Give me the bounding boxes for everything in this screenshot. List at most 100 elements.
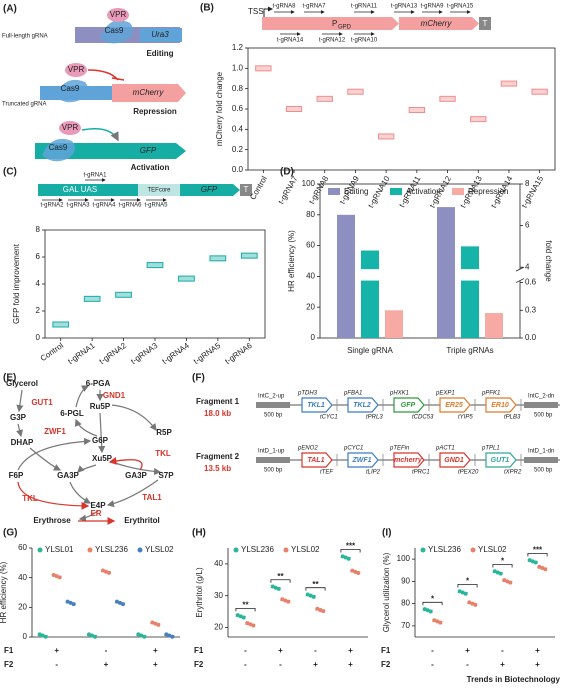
arrow [98, 412, 106, 454]
dot-group [87, 632, 97, 639]
plot-frame [44, 229, 266, 339]
y2-tick-label: 0.0 [525, 333, 537, 342]
guide-label: t-gRNA11 [351, 4, 378, 10]
metabolite: 6-PGA [86, 379, 111, 388]
y-tick-label: 30 [214, 591, 223, 600]
sig-label: *** [533, 545, 543, 554]
break-mark [515, 266, 525, 283]
cas9 [55, 79, 89, 103]
arrow [16, 389, 24, 413]
y-tick-label: 100 [397, 554, 411, 563]
legend-swatch [452, 188, 464, 195]
y-tick-label: 60 [18, 543, 27, 552]
fragment-size: 13.5 kb [204, 464, 231, 473]
condition-value: - [501, 646, 504, 655]
legend-label: YLSL236 [428, 545, 461, 554]
box [146, 262, 164, 269]
promoter-label: pCYC1 [343, 446, 363, 452]
gene-label: GFP [140, 146, 157, 155]
terminator-label: tYIP5 [458, 415, 473, 421]
box [470, 116, 487, 123]
enzyme: TKL [155, 449, 171, 458]
gene-label: ER10 [491, 402, 509, 409]
box [240, 252, 258, 259]
condition-value: + [54, 646, 59, 655]
gene-arrow [399, 17, 479, 30]
sig-bracket [235, 607, 256, 612]
condition-value: + [465, 646, 470, 655]
condition-value: - [105, 646, 108, 655]
metabolite: Xu5P [92, 454, 113, 463]
guide-label: t-gRNA5 [144, 203, 168, 209]
uas [38, 184, 138, 196]
y-tick-label: 0 [23, 632, 28, 641]
metabolite: E4P [90, 501, 106, 510]
legend-swatch [328, 188, 340, 195]
core [138, 184, 180, 196]
x-tick-label: t-gRNA15 [520, 174, 546, 209]
legend-label: YLSL236 [95, 545, 128, 554]
legend-dot [420, 547, 426, 553]
sig-bracket [457, 584, 478, 588]
fragment-name: Fragment 2 [196, 452, 240, 461]
box [115, 291, 132, 298]
terminator [479, 17, 491, 30]
metabolite: F6P [9, 471, 24, 480]
mode-label: Editing [146, 49, 173, 58]
y-tick-label: 0.6 [232, 104, 244, 113]
arrow [69, 481, 92, 504]
dot-group [492, 569, 503, 576]
gene-arrow [112, 84, 186, 102]
flank [256, 402, 290, 408]
panel-label: (E) [3, 373, 16, 384]
enzyme: GUT1 [31, 398, 53, 407]
promoter-sub: GPD [338, 25, 352, 31]
guide-label: t-gRNA1 [83, 173, 107, 179]
cas9 [100, 20, 134, 44]
terminator-label: tPRC1 [412, 470, 430, 476]
terminator-label: tPLB3 [504, 415, 521, 421]
tss-arrow [263, 6, 273, 17]
box [285, 106, 303, 112]
enzyme: GND1 [103, 391, 126, 400]
promoter-label: pFBA1 [343, 391, 362, 397]
y-tick-label: 20 [214, 623, 223, 632]
gene-arrow [347, 397, 379, 413]
guide-label: t-gRNA4 [92, 203, 116, 209]
sig-bracket [527, 552, 548, 557]
legend-label: YLSL02 [145, 545, 174, 554]
gene-label: ER25 [445, 402, 463, 409]
flank-size: 500 bp [534, 468, 553, 474]
metabolite: G3P [10, 413, 27, 422]
y2-axis-label: fold change [544, 240, 553, 282]
promoter-label: pHXK1 [389, 391, 409, 397]
guide-label: t-gRNA14 [277, 38, 304, 44]
guide-label: Full-length gRNA [2, 34, 48, 40]
legend-label: YLSL236 [241, 545, 274, 554]
panel-label: (C) [3, 167, 17, 178]
condition-value: - [466, 660, 469, 669]
sig-label: ** [242, 600, 249, 609]
mode-label: Repression [133, 107, 177, 116]
gene-label: GFP [201, 185, 218, 194]
sig-bracket [270, 579, 291, 583]
uas-label: GAL UAS [63, 185, 97, 194]
bar [461, 246, 479, 338]
condition-value: + [153, 646, 158, 655]
arrow [29, 447, 62, 471]
box [178, 275, 195, 282]
gene-arrow [301, 452, 333, 468]
condition-value: + [535, 660, 540, 669]
condition-value: - [244, 660, 247, 669]
dot-group [136, 632, 147, 639]
gene-label: TKL2 [353, 402, 371, 409]
flank-label: IntD_1-up [258, 449, 285, 455]
box [439, 95, 456, 102]
x-tick-label: t-gRNA10 [366, 174, 392, 209]
dot-group [457, 589, 468, 596]
condition-value: - [244, 646, 247, 655]
x-tick-label: t-gRNA1 [66, 341, 97, 366]
sig-label: * [431, 594, 435, 603]
condition-label: F2 [4, 660, 14, 669]
y-tick-label: 20 [18, 602, 27, 611]
